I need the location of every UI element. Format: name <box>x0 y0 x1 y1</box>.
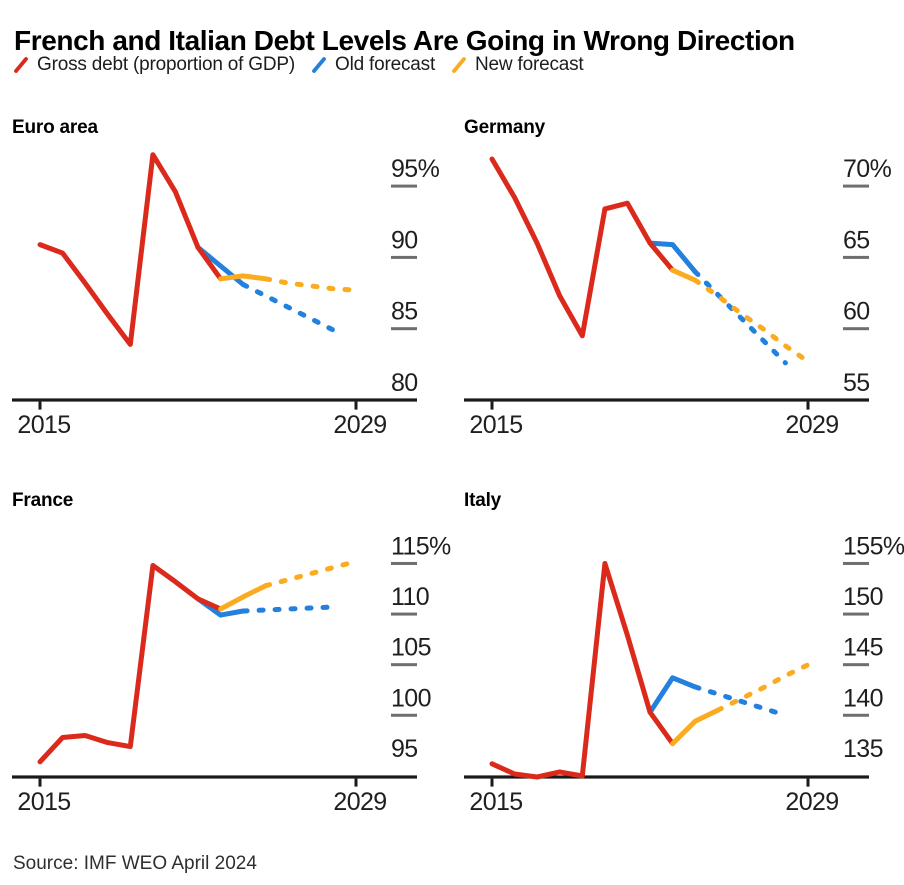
y-tick-label: 140 <box>843 684 883 712</box>
panel-france: 2015 2029 115% 110 105 100 95 France <box>0 478 452 828</box>
legend: Gross debt (proportion of GDP) Old forec… <box>13 54 600 76</box>
series-line-red-solid <box>37 563 224 765</box>
y-tick-label: 110 <box>391 583 429 611</box>
y-tick-dash <box>391 255 417 259</box>
series-line-yellow-solid <box>218 583 269 612</box>
x-tick-label: 2015 <box>469 411 522 439</box>
series-line-red-solid <box>489 156 676 339</box>
x-tick-label: 2029 <box>333 411 386 439</box>
x-axis-tick <box>38 778 42 787</box>
series-line-blue-dashed <box>240 282 336 333</box>
y-tick-label: 60 <box>843 298 870 326</box>
y-tick-label: 95 <box>391 735 418 763</box>
legend-label-old-forecast: Old forecast <box>335 54 436 75</box>
panel-germany: 2015 2029 70% 65 60 55 Germany <box>452 105 904 455</box>
legend-label-new-forecast: New forecast <box>475 54 584 75</box>
panel-euro-area: 2015 2029 95% 90 85 80 Euro area <box>0 105 452 455</box>
y-tick-label: 100 <box>391 684 431 712</box>
series-line-blue-dashed <box>692 269 788 366</box>
x-axis-tick <box>354 778 358 787</box>
series-line-yellow-dashed <box>692 277 811 364</box>
y-tick-label: 155% <box>843 532 904 560</box>
blue-slash-line <box>312 57 326 73</box>
legend-item-old-forecast: Old forecast <box>311 54 435 76</box>
panel-title-germany: Germany <box>464 117 545 138</box>
panel-italy: 2015 2029 155% 150 145 140 135 Italy <box>452 478 904 828</box>
x-axis-tick <box>490 778 494 787</box>
france-chart: 2015 2029 115% 110 105 100 95 <box>12 532 452 816</box>
x-tick-label: 2029 <box>785 788 838 816</box>
y-tick-label: 80 <box>391 369 418 397</box>
source-note: Source: IMF WEO April 2024 <box>13 853 257 874</box>
y-tick-label: 90 <box>391 226 418 254</box>
legend-label-gross-debt: Gross debt (proportion of GDP) <box>37 54 295 75</box>
yellow-slash-icon <box>452 57 466 73</box>
series-line-yellow-solid <box>670 707 721 747</box>
series-line-red-solid <box>37 152 224 347</box>
red-slash-icon <box>14 57 28 73</box>
x-axis-tick <box>354 401 358 410</box>
y-tick-dash <box>843 255 869 259</box>
x-tick-label: 2015 <box>17 788 70 816</box>
x-axis-line <box>12 775 417 779</box>
x-axis-tick <box>806 778 810 787</box>
x-axis-tick <box>38 401 42 410</box>
y-tick-label: 65 <box>843 226 870 254</box>
y-tick-dash <box>391 612 417 616</box>
y-tick-dash <box>843 327 869 331</box>
series-line-yellow-solid <box>218 273 269 282</box>
y-tick-dash <box>391 327 417 331</box>
series-line-red-solid <box>489 561 676 780</box>
y-tick-label: 70% <box>843 155 892 183</box>
y-tick-label: 85 <box>391 298 418 326</box>
yellow-slash-line <box>452 57 466 73</box>
x-axis-line <box>464 775 869 779</box>
y-tick-dash <box>391 713 417 717</box>
red-slash-line <box>14 57 28 73</box>
euro-area-chart: 2015 2029 95% 90 85 80 <box>12 152 440 439</box>
y-tick-label: 145 <box>843 634 883 662</box>
italy-chart: 2015 2029 155% 150 145 140 135 <box>464 532 904 816</box>
x-axis-tick <box>806 401 810 410</box>
panel-title-france: France <box>12 490 74 511</box>
series-line-blue-dashed <box>240 604 336 614</box>
series-line-yellow-dashed <box>263 276 359 293</box>
y-tick-dash <box>843 713 869 717</box>
y-tick-label: 115% <box>391 532 451 560</box>
legend-item-gross-debt: Gross debt (proportion of GDP) <box>13 54 295 76</box>
series-line-blue-dashed <box>692 684 788 718</box>
page-title: French and Italian Debt Levels Are Going… <box>14 24 795 56</box>
y-tick-dash <box>843 561 869 565</box>
series-line-yellow-dashed <box>263 558 359 589</box>
x-tick-label: 2015 <box>17 411 70 439</box>
x-tick-label: 2029 <box>785 411 838 439</box>
series-line-blue-solid <box>647 675 698 715</box>
panel-title-italy: Italy <box>464 490 502 511</box>
x-axis-line <box>464 398 869 402</box>
y-tick-dash <box>843 663 869 667</box>
panel-title-euro-area: Euro area <box>12 117 98 138</box>
y-tick-label: 105 <box>391 634 431 662</box>
y-tick-label: 55 <box>843 369 870 397</box>
y-tick-dash <box>843 612 869 616</box>
x-axis-line <box>12 398 417 402</box>
y-tick-dash <box>391 561 417 565</box>
germany-chart: 2015 2029 70% 65 60 55 <box>464 155 892 439</box>
series-line-blue-solid <box>647 240 698 275</box>
series-line-yellow-dashed <box>715 662 811 713</box>
y-tick-dash <box>843 184 869 188</box>
blue-slash-icon <box>312 57 326 73</box>
y-tick-dash <box>391 184 417 188</box>
x-tick-label: 2015 <box>469 788 522 816</box>
y-tick-dash <box>391 663 417 667</box>
legend-item-new-forecast: New forecast <box>451 54 584 76</box>
x-axis-tick <box>490 401 494 410</box>
y-tick-label: 150 <box>843 583 883 611</box>
y-tick-label: 135 <box>843 735 883 763</box>
series-line-yellow-solid <box>670 267 698 283</box>
y-tick-label: 95% <box>391 155 440 183</box>
x-tick-label: 2029 <box>333 788 386 816</box>
